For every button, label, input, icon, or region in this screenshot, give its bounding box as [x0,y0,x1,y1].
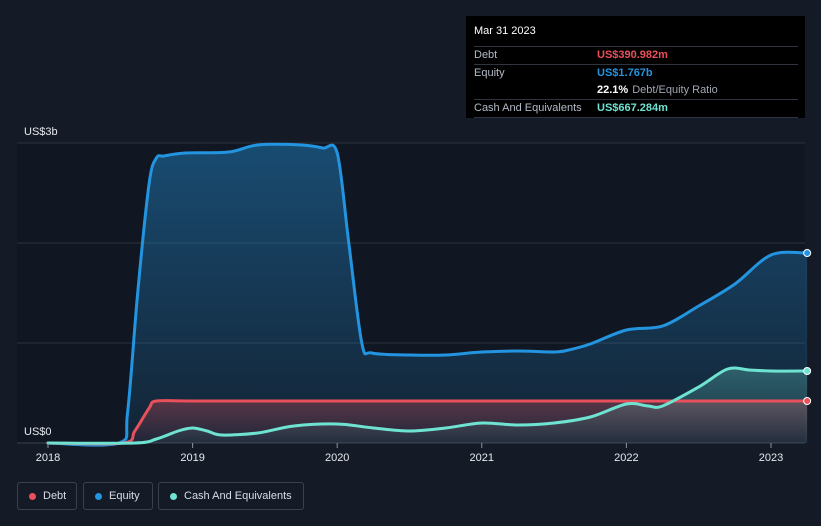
tooltip-cash-row: Cash And Equivalents US$667.284m [474,100,798,118]
equity-area [48,144,808,446]
data-tooltip: Mar 31 2023 Debt US$390.982m Equity US$1… [466,16,805,118]
debt-end-point[interactable] [803,397,812,405]
tooltip-ratio-label: Debt/Equity Ratio [632,84,718,96]
legend-equity[interactable]: Equity [83,482,153,510]
tooltip-debt-row: Debt US$390.982m [474,47,798,65]
legend-equity-label: Equity [109,490,140,502]
tooltip-debt-label: Debt [474,49,498,61]
tooltip-equity-row: Equity US$1.767b [474,65,798,82]
y-tick-label: US$0 [24,426,52,438]
equity-line [46,142,809,447]
legend-debt-dot [29,492,36,500]
tooltip-equity-label: Equity [474,67,505,79]
tooltip-cash-value: US$667.284m [597,102,668,114]
cash-area [48,367,808,444]
x-tick-label: 2021 [470,452,494,464]
cash-end-point[interactable] [803,367,812,375]
x-tick-label: 2023 [759,452,783,464]
legend-equity-dot [95,492,102,500]
tooltip-ratio-percent: 22.1% [597,84,629,96]
legend-debt[interactable]: Debt [17,482,77,510]
y-tick-label: US$3b [24,126,58,138]
tooltip-ratio-row: 22.1% Debt/Equity Ratio [474,82,798,100]
legend-debt-label: Debt [43,490,67,502]
legend-cash[interactable]: Cash And Equivalents [158,482,304,510]
tooltip-cash-label: Cash And Equivalents [474,102,582,114]
x-tick-label: 2019 [180,452,204,464]
equity-end-point[interactable] [803,249,812,257]
x-tick-label: 2022 [614,452,638,464]
x-tick-label: 2020 [325,452,349,464]
tooltip-equity-value: US$1.767b [597,67,653,79]
x-tick-label: 2018 [36,452,60,464]
tooltip-debt-value: US$390.982m [597,49,668,61]
tooltip-date: Mar 31 2023 [474,24,798,47]
legend-cash-label: Cash And Equivalents [184,490,292,502]
legend-cash-dot [170,492,177,500]
cash-line [46,366,809,445]
